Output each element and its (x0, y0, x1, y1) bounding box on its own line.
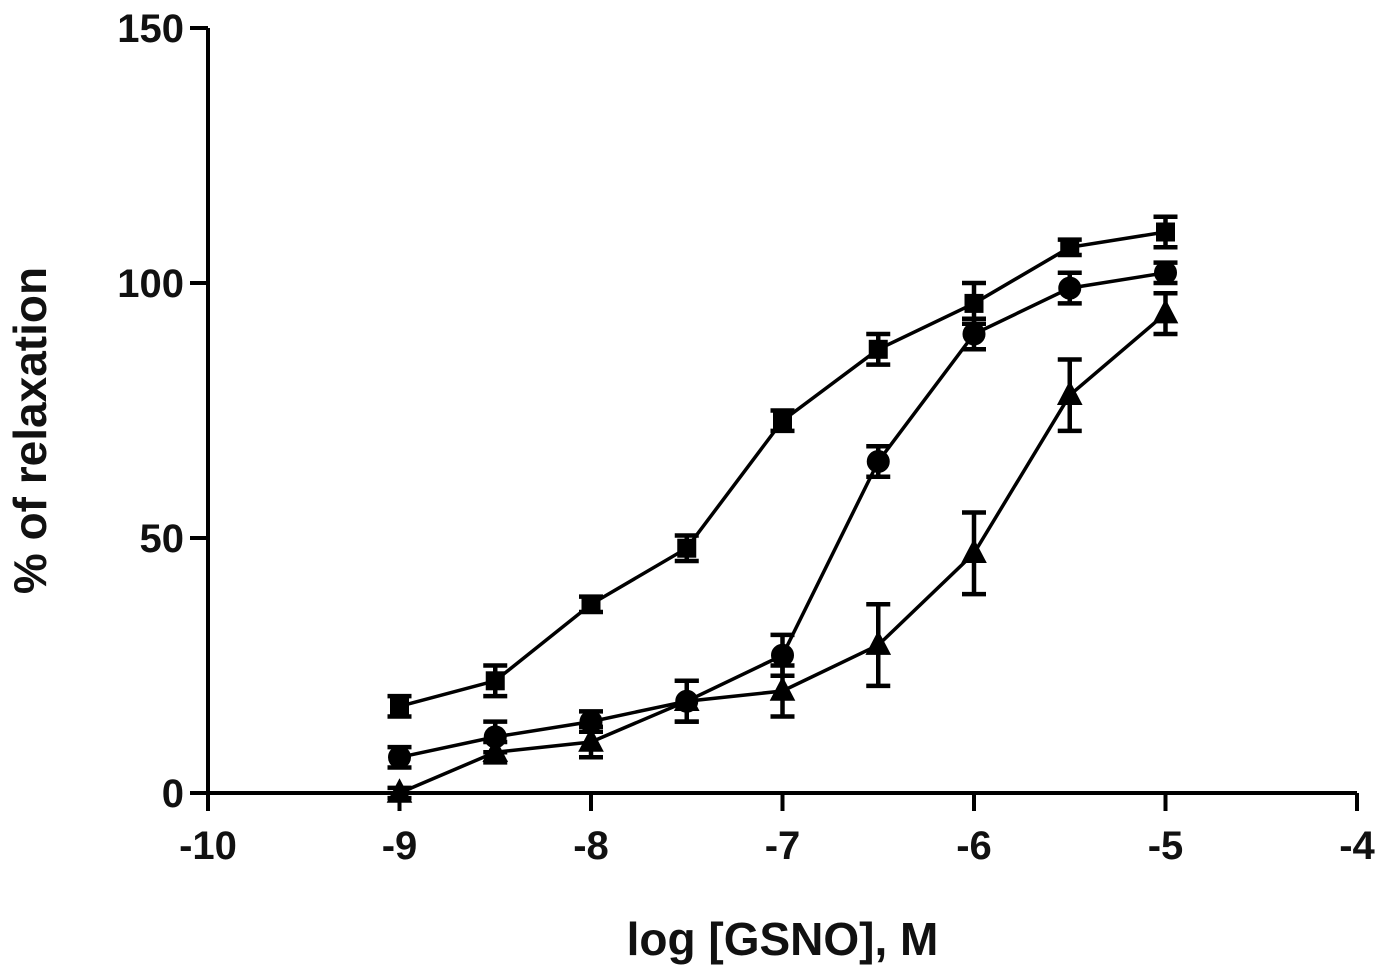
data-point (673, 686, 700, 711)
x-axis-title: log [GSNO], M (627, 913, 939, 965)
data-point (771, 643, 794, 667)
y-tick-label: 0 (162, 772, 184, 816)
x-tick-label: -10 (179, 824, 237, 868)
data-point (485, 671, 505, 691)
data-point (962, 322, 986, 346)
data-point (581, 594, 601, 614)
data-point (1058, 276, 1082, 300)
x-tick-label: -7 (765, 824, 801, 868)
axes: 0 50 100 150 -10 -9 -8 -7 -6 -5 -4 (117, 7, 1375, 868)
data-point (1152, 298, 1179, 324)
series-triangle (386, 290, 1179, 803)
x-tick-label: -4 (1339, 824, 1375, 868)
data-point (1154, 261, 1177, 285)
data-point (388, 745, 411, 769)
x-tick-label: -8 (573, 824, 609, 868)
data-point (868, 339, 888, 359)
data-point (866, 450, 890, 473)
data-point (482, 737, 509, 762)
y-axis-title: % of relaxation (4, 267, 56, 594)
data-point (386, 778, 413, 803)
series-line (398, 312, 1167, 795)
data-point (1156, 222, 1175, 242)
x-tick-label: -9 (382, 824, 418, 868)
x-tick-label: -6 (956, 824, 992, 868)
series-layer (386, 214, 1179, 803)
y-tick-label: 150 (117, 7, 184, 51)
data-point (961, 538, 987, 564)
data-point (865, 630, 892, 655)
data-point (390, 696, 409, 716)
data-point (1060, 237, 1080, 257)
series-square (387, 214, 1178, 719)
data-point (578, 727, 604, 752)
data-point (677, 538, 697, 558)
y-tick-label: 100 (117, 262, 184, 306)
data-point (773, 411, 792, 431)
x-tick-label: -5 (1148, 824, 1184, 868)
data-point (769, 676, 796, 701)
data-point (1056, 380, 1083, 405)
data-point (964, 293, 984, 313)
y-tick-label: 50 (140, 517, 185, 561)
